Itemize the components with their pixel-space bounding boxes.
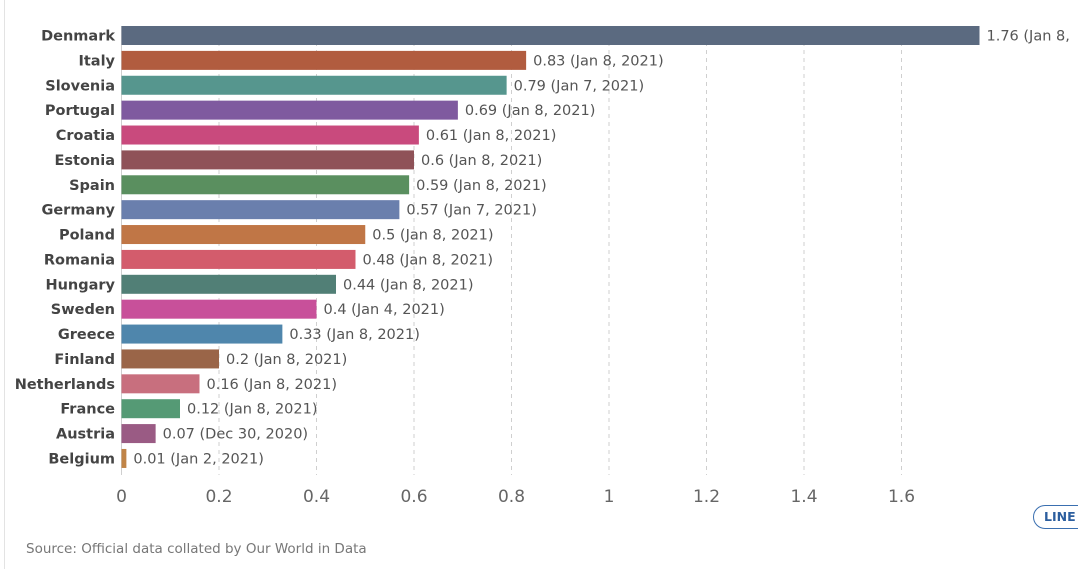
category-label: Austria	[56, 427, 115, 443]
value-label: 0.6 (Jan 8, 2021)	[421, 153, 542, 169]
category-label: Croatia	[56, 128, 115, 144]
value-label: 0.16 (Jan 8, 2021)	[207, 377, 338, 393]
line-button-container: LINE	[1000, 495, 1078, 540]
value-label: 0.01 (Jan 2, 2021)	[133, 451, 264, 467]
bar-spain[interactable]	[121, 175, 410, 195]
category-label: Italy	[78, 53, 115, 69]
value-label: 0.48 (Jan 8, 2021)	[363, 252, 494, 268]
bar-germany[interactable]	[121, 200, 400, 220]
category-label: Netherlands	[15, 377, 115, 393]
value-label: 0.57 (Jan 7, 2021)	[406, 203, 537, 219]
category-label: Portugal	[45, 103, 115, 119]
category-label: Germany	[41, 203, 115, 219]
value-label: 0.59 (Jan 8, 2021)	[416, 178, 547, 194]
x-axis-ticks: 0 0.2 0.4 0.6 0.8 1 1.2 1.4 1.6	[116, 487, 915, 507]
panel-border	[4, 0, 5, 569]
category-label: Estonia	[54, 153, 115, 169]
value-label: 0.83 (Jan 8, 2021)	[533, 53, 664, 69]
bar-finland[interactable]	[121, 349, 220, 369]
value-label: 0.33 (Jan 8, 2021)	[289, 327, 420, 343]
bar-poland[interactable]	[121, 225, 366, 245]
value-label: 0.12 (Jan 8, 2021)	[187, 402, 318, 418]
x-tick-label: 0.8	[498, 487, 525, 507]
x-tick-label: 1	[604, 487, 615, 507]
category-labels: Denmark Italy Slovenia Portugal Croatia Eston…	[15, 29, 116, 468]
value-label: 0.44 (Jan 8, 2021)	[343, 277, 474, 293]
bar-croatia[interactable]	[121, 125, 419, 145]
value-label: 0.2 (Jan 8, 2021)	[226, 352, 347, 368]
bar-austria[interactable]	[121, 424, 156, 444]
value-label: 1.76 (Jan 8,	[987, 29, 1070, 45]
x-tick-label: 1.4	[790, 487, 817, 507]
source-note: Source: Official data collated by Our Wo…	[26, 541, 367, 557]
x-tick-label: 1.6	[888, 487, 915, 507]
category-label: Hungary	[45, 277, 115, 293]
category-label: Finland	[54, 352, 115, 368]
bar-netherlands[interactable]	[121, 374, 200, 394]
bar-france[interactable]	[121, 399, 181, 419]
x-tick-label: 0	[116, 487, 127, 507]
category-label: Greece	[58, 327, 115, 343]
value-label: 0.5 (Jan 8, 2021)	[372, 228, 493, 244]
value-label: 0.79 (Jan 7, 2021)	[514, 78, 645, 94]
bar-belgium[interactable]	[121, 448, 127, 468]
bars	[121, 26, 980, 468]
bar-denmark[interactable]	[121, 26, 980, 45]
bar-portugal[interactable]	[121, 100, 458, 120]
category-label: Denmark	[41, 29, 115, 45]
value-label: 0.4 (Jan 4, 2021)	[324, 302, 445, 318]
value-label: 0.69 (Jan 8, 2021)	[465, 103, 596, 119]
category-label: Slovenia	[45, 78, 115, 94]
bar-slovenia[interactable]	[121, 75, 507, 95]
bar-estonia[interactable]	[121, 150, 415, 170]
x-tick-label: 0.2	[205, 487, 232, 507]
bar-sweden[interactable]	[121, 299, 317, 319]
bar-hungary[interactable]	[121, 274, 337, 294]
category-label: Spain	[69, 178, 115, 194]
line-chart-toggle-button[interactable]: LINE	[1033, 505, 1078, 529]
bar-greece[interactable]	[121, 324, 283, 344]
category-label: Romania	[44, 252, 115, 268]
category-label: Belgium	[48, 451, 115, 467]
x-tick-label: 1.2	[693, 487, 720, 507]
x-tick-label: 0.4	[303, 487, 330, 507]
category-label: France	[60, 402, 115, 418]
value-label: 0.61 (Jan 8, 2021)	[426, 128, 557, 144]
value-labels: 1.76 (Jan 8, 0.83 (Jan 8, 2021) 0.79 (Jan …	[133, 29, 1069, 468]
category-label: Sweden	[51, 302, 115, 318]
bar-italy[interactable]	[121, 50, 527, 70]
category-label: Poland	[59, 228, 115, 244]
x-tick-label: 0.6	[400, 487, 427, 507]
value-label: 0.07 (Dec 30, 2020)	[163, 427, 308, 443]
bar-romania[interactable]	[121, 249, 356, 269]
